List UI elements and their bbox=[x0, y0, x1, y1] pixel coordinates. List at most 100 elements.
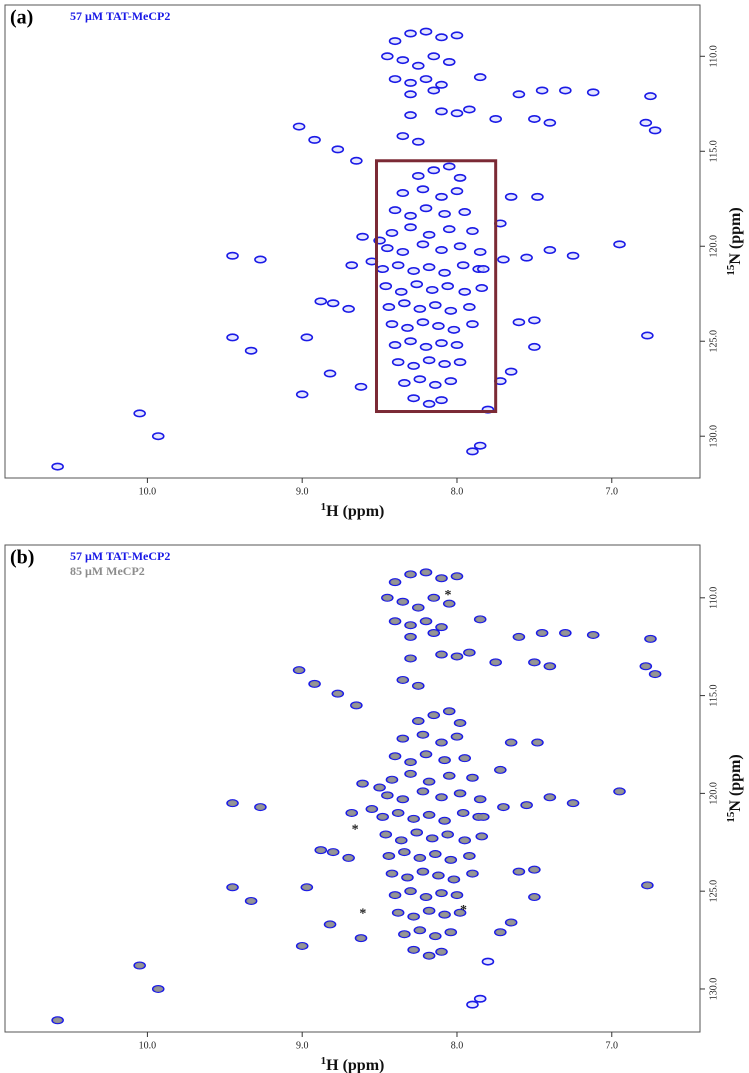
peak bbox=[430, 933, 441, 940]
peak bbox=[325, 921, 335, 928]
peak bbox=[421, 569, 431, 576]
peak bbox=[419, 342, 433, 351]
x-tick-label: 10.0 bbox=[139, 486, 157, 497]
peak bbox=[416, 240, 430, 249]
peak bbox=[357, 780, 368, 787]
peak bbox=[613, 240, 626, 249]
peak bbox=[390, 753, 400, 760]
peak bbox=[393, 909, 403, 916]
peak bbox=[411, 171, 425, 180]
peak bbox=[455, 909, 465, 916]
peak bbox=[439, 757, 450, 764]
peak bbox=[450, 341, 464, 350]
peak bbox=[367, 806, 377, 812]
peak bbox=[418, 731, 428, 738]
peak bbox=[387, 776, 397, 783]
peak bbox=[436, 624, 447, 631]
peak bbox=[529, 659, 540, 666]
peak bbox=[377, 813, 388, 820]
peak bbox=[444, 600, 454, 607]
peak bbox=[442, 57, 456, 66]
peak bbox=[481, 957, 495, 966]
peak bbox=[495, 767, 506, 773]
x-tick-label: 7.0 bbox=[606, 1040, 619, 1051]
peak bbox=[452, 892, 462, 898]
peak bbox=[405, 655, 416, 662]
peak bbox=[614, 788, 625, 795]
peak bbox=[447, 325, 461, 334]
peak bbox=[453, 358, 467, 367]
x-tick-label: 8.0 bbox=[451, 486, 464, 497]
peak bbox=[645, 635, 656, 642]
peak bbox=[404, 29, 417, 38]
x-tick-label: 7.0 bbox=[606, 486, 619, 497]
peak bbox=[308, 135, 321, 144]
peak bbox=[398, 598, 408, 605]
peak bbox=[254, 255, 267, 264]
peak bbox=[458, 810, 468, 816]
peak bbox=[396, 189, 410, 198]
peak bbox=[452, 733, 462, 740]
peak bbox=[326, 299, 340, 308]
peak bbox=[586, 88, 600, 97]
peak bbox=[452, 653, 462, 660]
peak bbox=[401, 323, 414, 332]
peak bbox=[404, 111, 417, 120]
peak bbox=[396, 132, 410, 141]
peak bbox=[473, 994, 487, 1003]
y-tick-label: 115.0 bbox=[708, 140, 719, 162]
peak bbox=[398, 796, 408, 803]
peak bbox=[545, 663, 555, 670]
peak bbox=[422, 263, 436, 272]
peak bbox=[450, 109, 464, 118]
peak bbox=[351, 702, 362, 709]
peak bbox=[478, 813, 488, 820]
peak bbox=[52, 1017, 63, 1024]
peak bbox=[405, 571, 416, 578]
peak bbox=[521, 802, 532, 809]
peak bbox=[405, 622, 416, 629]
peak bbox=[639, 118, 653, 127]
peak bbox=[537, 630, 547, 636]
peak bbox=[404, 90, 417, 99]
annotation: * bbox=[352, 823, 359, 838]
peak bbox=[588, 632, 598, 638]
x-tick-label: 9.0 bbox=[296, 1040, 309, 1051]
peak bbox=[404, 78, 417, 87]
peak bbox=[381, 831, 391, 838]
peak bbox=[244, 346, 258, 355]
peak bbox=[464, 853, 475, 859]
peak bbox=[444, 306, 458, 315]
peak bbox=[435, 33, 448, 42]
peak bbox=[568, 800, 578, 807]
peak bbox=[404, 223, 417, 232]
peak bbox=[477, 833, 487, 840]
peak bbox=[429, 380, 442, 389]
peak bbox=[497, 255, 510, 264]
peak bbox=[134, 962, 145, 969]
peak bbox=[535, 86, 549, 95]
peak bbox=[456, 261, 470, 270]
peak bbox=[429, 594, 439, 601]
peak bbox=[394, 287, 408, 296]
peak bbox=[396, 837, 406, 844]
x-axis-label: 1H (ppm) bbox=[321, 1055, 385, 1073]
peak bbox=[419, 204, 433, 213]
peak bbox=[226, 333, 239, 342]
peak bbox=[396, 247, 410, 256]
peak bbox=[439, 817, 450, 824]
peak bbox=[458, 208, 472, 217]
peak bbox=[413, 375, 427, 384]
peak bbox=[528, 316, 541, 325]
peak bbox=[435, 396, 448, 405]
peak bbox=[382, 594, 393, 601]
y-tick-label: 110.0 bbox=[708, 45, 719, 67]
peak bbox=[504, 192, 518, 201]
peak bbox=[347, 810, 357, 816]
peak bbox=[458, 287, 472, 296]
peak bbox=[460, 755, 470, 762]
peak bbox=[391, 358, 405, 367]
peak bbox=[439, 911, 450, 918]
peak bbox=[644, 92, 657, 101]
peak bbox=[255, 804, 266, 810]
